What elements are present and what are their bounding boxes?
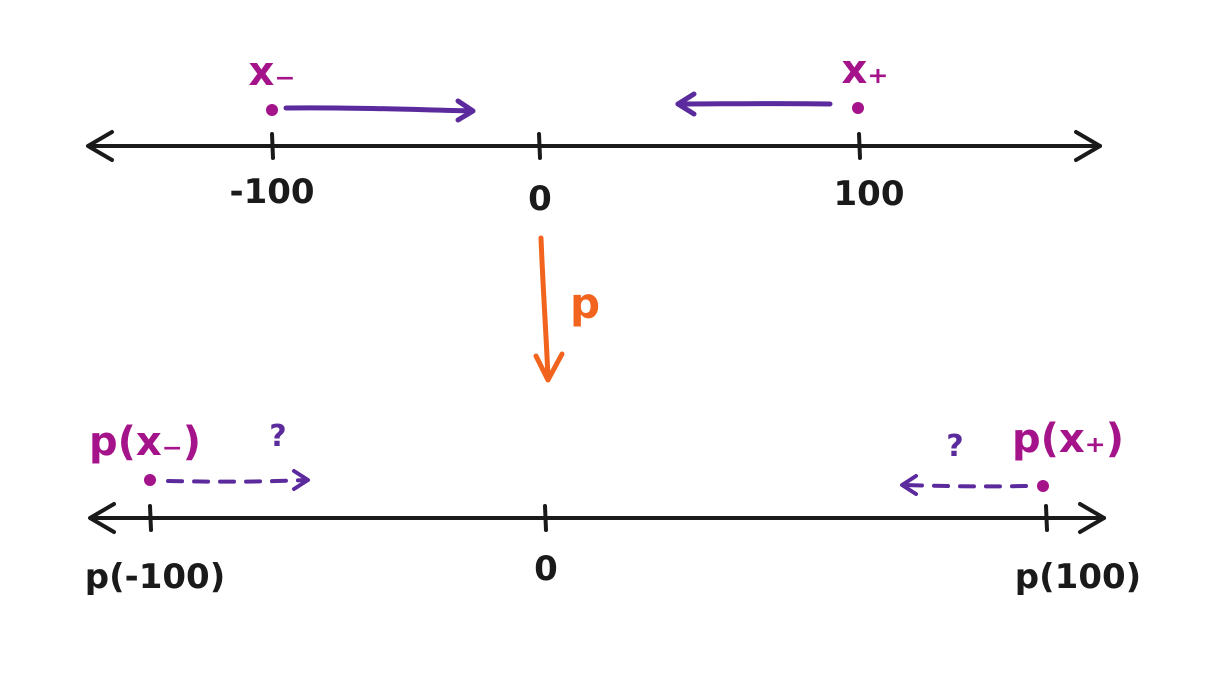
p-x-plus-point [1037, 480, 1049, 492]
mapping-label: p [570, 279, 600, 328]
p-x-minus-label: p(x₋) [89, 419, 201, 465]
bottom-number-line: p(-100) 0 p(100) p(x₋) ? p(x₊) ? [85, 416, 1141, 597]
bottom-axis-right-arrowhead [1078, 502, 1106, 534]
top-tick-label-zero: 0 [528, 179, 552, 219]
bottom-tick-zero [543, 504, 548, 532]
x-minus-point [266, 104, 278, 116]
top-tick-label-neg100: -100 [229, 172, 314, 212]
bottom-axis-line [90, 515, 1106, 521]
x-plus-point [852, 102, 864, 114]
bottom-tick-p-100 [1044, 504, 1049, 532]
x-minus-arrowhead [455, 98, 476, 123]
mapping-arrow-shaft [538, 235, 551, 381]
p-x-minus-point [144, 474, 156, 486]
bottom-tick-label-p-neg100: p(-100) [85, 557, 226, 597]
p-x-minus-question-mark: ? [269, 419, 286, 454]
p-x-minus-arrowhead [292, 469, 310, 491]
x-minus-arrow-shaft [283, 105, 475, 114]
mapping-arrow: p [533, 235, 600, 383]
p-x-plus-arrowhead [900, 474, 918, 496]
top-tick-100 [857, 132, 862, 160]
p-x-plus-label: p(x₊) [1012, 416, 1124, 462]
p-x-minus-dashed-arrow [166, 478, 308, 484]
top-axis-line [88, 143, 1102, 149]
top-number-line: -100 0 100 x₋ x₊ [86, 47, 1102, 219]
top-tick-zero [537, 132, 542, 160]
x-minus-label: x₋ [249, 49, 296, 95]
top-axis-right-arrowhead [1074, 130, 1102, 162]
top-tick-neg100 [270, 132, 275, 160]
top-tick-label-100: 100 [834, 174, 905, 214]
x-plus-arrowhead [675, 91, 697, 117]
mapping-arrowhead [533, 351, 565, 383]
bottom-axis-left-arrowhead [88, 502, 116, 534]
x-plus-label: x₊ [842, 47, 889, 93]
p-x-plus-dashed-arrow [902, 483, 1028, 489]
p-x-plus-question-mark: ? [946, 429, 963, 464]
top-axis-left-arrowhead [86, 130, 114, 162]
bottom-tick-label-p-100: p(100) [1015, 557, 1141, 597]
bottom-tick-p-neg100 [148, 504, 153, 532]
bottom-tick-label-zero: 0 [534, 549, 558, 589]
